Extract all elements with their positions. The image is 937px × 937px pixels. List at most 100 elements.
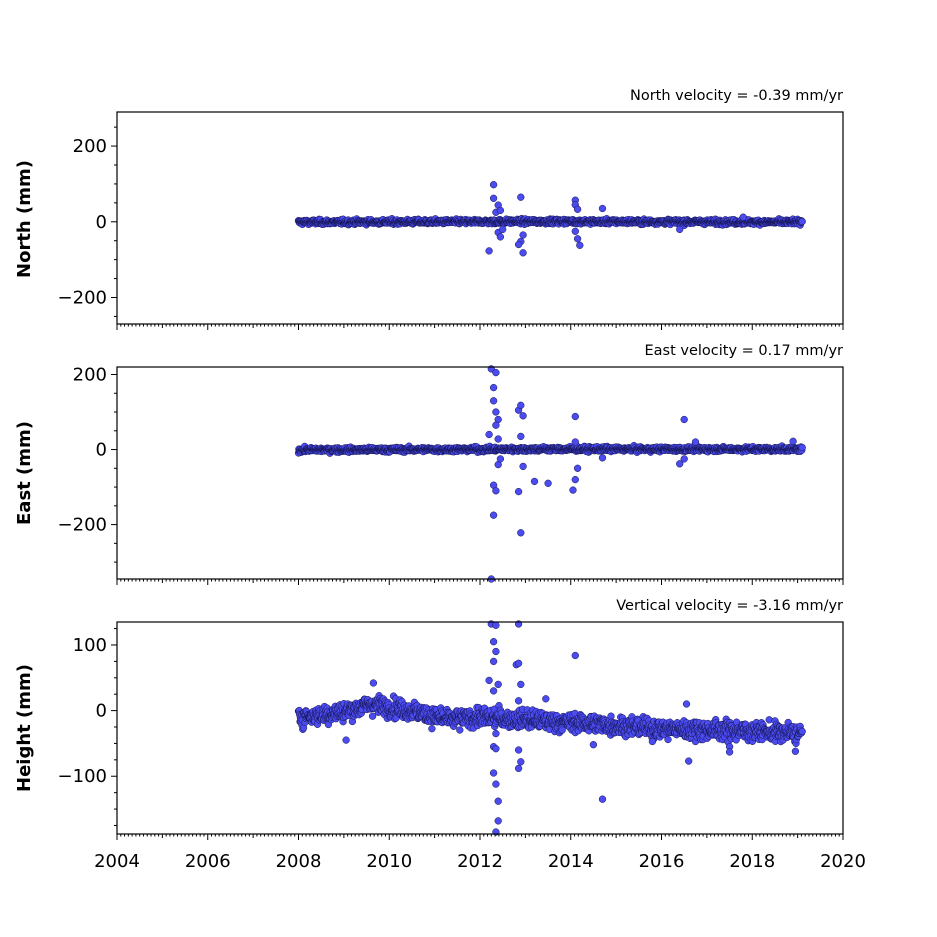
east-outlier-point bbox=[691, 438, 700, 446]
height-outlier-point bbox=[571, 651, 579, 660]
east-outlier-point bbox=[544, 479, 552, 487]
east-outlier-point bbox=[789, 437, 797, 445]
height-data-point bbox=[664, 735, 672, 744]
height-outlier-point bbox=[489, 657, 498, 666]
east-panel: East velocity = 0.17 mm/yr East (mm) −20… bbox=[14, 343, 844, 585]
height-points bbox=[294, 620, 806, 836]
north-outlier-point bbox=[519, 231, 527, 239]
x-tick-label: 2004 bbox=[94, 851, 140, 872]
vertical-velocity-label: Vertical velocity = -3.16 mm/yr bbox=[616, 598, 843, 614]
north-outlier-point bbox=[676, 225, 684, 234]
height-outlier-point bbox=[598, 795, 607, 803]
north-points bbox=[294, 181, 806, 257]
x-tick-label: 2018 bbox=[729, 851, 775, 872]
east-velocity-label: East velocity = 0.17 mm/yr bbox=[644, 343, 843, 359]
height-outlier-point bbox=[492, 647, 500, 656]
east-outlier-point bbox=[571, 438, 579, 446]
height-outlier-point bbox=[485, 676, 493, 685]
north-axis-title: North (mm) bbox=[14, 160, 35, 278]
height-outlier-point bbox=[514, 659, 523, 667]
height-data-point bbox=[456, 726, 464, 734]
east-outlier-point bbox=[680, 455, 688, 463]
east-y-tick-label: 200 bbox=[73, 365, 107, 386]
east-outlier-point bbox=[485, 430, 493, 439]
height-data-point bbox=[368, 712, 377, 720]
north-outlier-point bbox=[514, 240, 523, 249]
x-tick-label: 2014 bbox=[548, 851, 594, 872]
east-outlier-point bbox=[569, 486, 577, 494]
east-outlier-point bbox=[530, 477, 539, 486]
height-outlier-point bbox=[489, 687, 498, 695]
east-outlier-point bbox=[517, 432, 525, 441]
north-outlier-point bbox=[517, 193, 525, 201]
height-data-point bbox=[428, 725, 436, 733]
north-outlier-point bbox=[576, 241, 584, 249]
north-ticks: −200 0 200 bbox=[58, 126, 844, 330]
east-data-point bbox=[798, 443, 806, 452]
north-outlier-point bbox=[496, 233, 505, 241]
east-outlier-point bbox=[519, 462, 527, 471]
east-outlier-point bbox=[492, 368, 500, 377]
height-outlier-point bbox=[494, 797, 502, 805]
east-axis-title: East (mm) bbox=[14, 421, 35, 525]
north-outlier-point bbox=[571, 227, 579, 235]
height-outlier-point bbox=[682, 700, 691, 708]
height-outlier-point bbox=[514, 746, 523, 754]
height-outlier-point bbox=[492, 745, 500, 753]
east-outlier-point bbox=[489, 511, 498, 519]
height-outlier-point bbox=[489, 638, 498, 646]
east-outlier-point bbox=[494, 435, 502, 443]
north-outlier-point bbox=[489, 194, 498, 202]
east-y-tick-label: −200 bbox=[58, 515, 107, 536]
height-y-tick-label: 0 bbox=[96, 701, 107, 722]
north-outlier-point bbox=[499, 225, 507, 234]
height-outlier-point bbox=[791, 747, 800, 755]
height-outlier-point bbox=[489, 769, 498, 777]
east-y-tick-label: 0 bbox=[96, 440, 107, 461]
x-tick-label: 2006 bbox=[185, 851, 231, 872]
height-outlier-point bbox=[514, 764, 523, 773]
east-outlier-point bbox=[680, 415, 688, 424]
height-data-point bbox=[798, 727, 806, 736]
height-outlier-point bbox=[492, 621, 500, 629]
east-plot-frame bbox=[116, 366, 844, 580]
east-outlier-point bbox=[573, 464, 582, 472]
x-tick-label: 2016 bbox=[639, 851, 685, 872]
east-outlier-point bbox=[514, 487, 523, 496]
east-points bbox=[294, 365, 806, 583]
east-outlier-point bbox=[492, 421, 500, 429]
north-data-point bbox=[798, 217, 806, 226]
north-velocity-label: North velocity = -0.39 mm/yr bbox=[630, 88, 843, 104]
height-outlier-point bbox=[542, 695, 550, 703]
east-outlier-point bbox=[492, 408, 500, 416]
east-outlier-point bbox=[571, 412, 579, 421]
east-outlier-point bbox=[571, 475, 579, 484]
x-tick-label: 2012 bbox=[457, 851, 503, 872]
height-ticks: −100 0 100 2004 2006 2008 2010 2012 2014 2016 2018… bbox=[58, 628, 866, 872]
x-tick-label: 2008 bbox=[276, 851, 322, 872]
height-outlier-point bbox=[517, 758, 525, 766]
height-outlier-point bbox=[369, 679, 378, 687]
height-outlier-point bbox=[514, 697, 523, 705]
north-panel: North velocity = -0.39 mm/yr North (mm) … bbox=[14, 88, 844, 330]
north-outlier-point bbox=[496, 206, 505, 215]
north-y-tick-label: 0 bbox=[96, 212, 107, 233]
north-outlier-point bbox=[598, 204, 607, 213]
height-outlier-point bbox=[725, 748, 734, 756]
height-outlier-point bbox=[494, 817, 502, 825]
north-outlier-point bbox=[739, 213, 747, 221]
north-outlier-point bbox=[519, 249, 527, 257]
height-outlier-point bbox=[589, 741, 598, 749]
height-outlier-point bbox=[342, 736, 350, 744]
height-outlier-point bbox=[492, 729, 500, 738]
east-outlier-point bbox=[517, 529, 525, 537]
height-y-tick-label: 100 bbox=[73, 635, 107, 656]
east-outlier-point bbox=[489, 397, 498, 405]
height-outlier-point bbox=[648, 737, 657, 746]
east-outlier-point bbox=[517, 401, 525, 409]
north-y-tick-label: 200 bbox=[73, 136, 107, 157]
height-outlier-point bbox=[517, 680, 525, 689]
east-outlier-point bbox=[492, 487, 500, 495]
north-outlier-point bbox=[489, 181, 498, 189]
